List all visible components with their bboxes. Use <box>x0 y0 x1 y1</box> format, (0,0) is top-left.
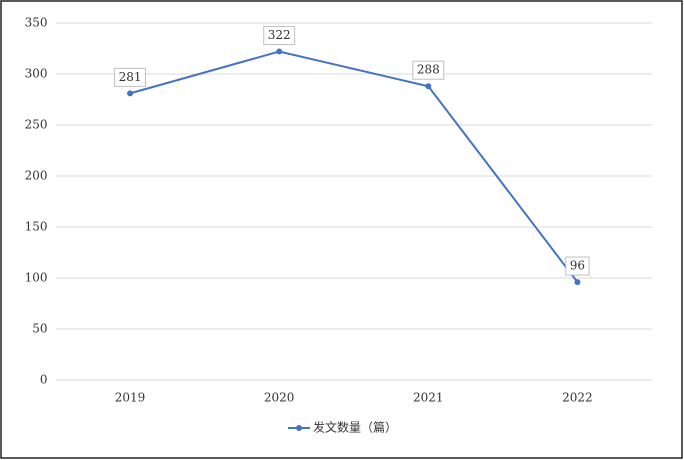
data-label-box <box>565 256 590 276</box>
legend-marker <box>296 425 302 431</box>
data-point <box>127 90 134 97</box>
y-tick-label: 350 <box>25 16 48 30</box>
x-tick-label: 2020 <box>264 391 295 405</box>
y-tick-label: 300 <box>25 67 48 81</box>
y-tick-label: 100 <box>25 271 48 285</box>
data-label-box <box>412 60 445 80</box>
data-label-box <box>263 26 296 46</box>
x-tick-label: 2019 <box>115 391 146 405</box>
y-tick-label: 50 <box>32 322 47 336</box>
data-label: 322 <box>268 28 291 42</box>
y-tick-label: 0 <box>40 373 48 387</box>
legend-label: 发文数量（篇） <box>313 420 397 435</box>
x-tick-label: 2022 <box>562 391 593 405</box>
data-point <box>574 279 581 286</box>
y-tick-label: 150 <box>25 220 48 234</box>
data-label: 96 <box>570 259 585 273</box>
x-tick-label: 2021 <box>413 391 444 405</box>
data-point <box>425 83 432 90</box>
y-tick-label: 200 <box>25 169 48 183</box>
data-label-box <box>114 67 147 87</box>
y-tick-label: 250 <box>25 118 48 132</box>
data-label: 281 <box>119 70 142 84</box>
data-label: 288 <box>417 63 440 77</box>
data-point <box>276 48 283 55</box>
data-line <box>129 50 579 283</box>
